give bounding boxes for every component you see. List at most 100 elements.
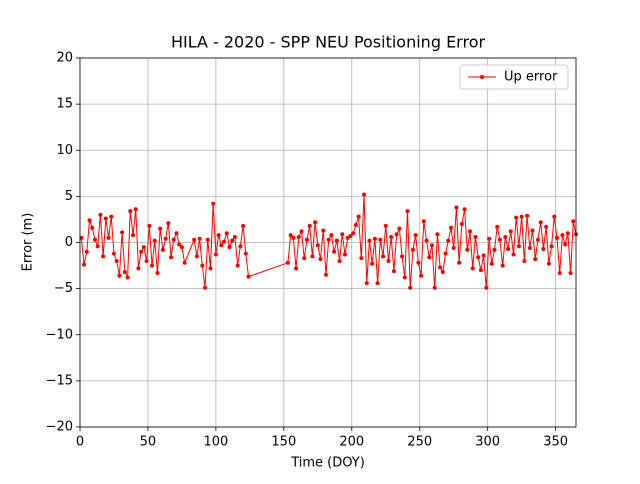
data-point: [211, 201, 216, 206]
data-point: [389, 234, 394, 239]
data-point: [571, 219, 576, 224]
data-point: [238, 244, 243, 249]
data-point: [179, 245, 184, 250]
data-point: [299, 229, 304, 234]
data-point: [514, 215, 519, 220]
data-point: [535, 237, 540, 242]
data-point: [227, 245, 232, 250]
chart-title: HILA - 2020 - SPP NEU Positioning Error: [171, 33, 486, 52]
y-tick-label: 5: [65, 189, 73, 204]
data-point: [163, 236, 168, 241]
data-point: [410, 247, 415, 252]
data-point: [174, 231, 179, 236]
data-point: [307, 223, 312, 228]
data-point: [332, 249, 337, 254]
data-point: [468, 229, 473, 234]
data-point: [462, 207, 467, 212]
y-tick-label: −20: [46, 420, 73, 435]
data-point: [122, 270, 127, 275]
data-point: [155, 270, 160, 275]
data-point: [440, 270, 445, 275]
data-point: [473, 234, 478, 239]
data-point: [446, 238, 451, 243]
x-tick-label: 200: [339, 435, 364, 450]
legend-label: Up error: [504, 70, 558, 85]
data-point: [84, 249, 89, 254]
y-tick-label: 10: [56, 143, 73, 158]
data-point: [481, 253, 486, 258]
data-point: [285, 260, 290, 265]
data-point: [203, 285, 208, 290]
data-point: [128, 209, 133, 214]
data-point: [506, 246, 511, 251]
x-tick-label: 50: [140, 435, 157, 450]
data-point: [362, 192, 367, 197]
data-point: [197, 236, 202, 241]
legend-box: [459, 64, 569, 90]
data-point: [111, 251, 116, 256]
data-point: [241, 223, 246, 228]
data-point: [342, 252, 347, 257]
data-point: [554, 235, 559, 240]
data-point: [117, 273, 122, 278]
data-point: [310, 254, 315, 259]
data-point: [213, 252, 218, 257]
data-point: [568, 270, 573, 275]
data-point: [413, 233, 418, 238]
data-point: [291, 235, 296, 240]
data-point: [391, 269, 396, 274]
data-point: [519, 214, 524, 219]
data-point: [356, 214, 361, 219]
data-point: [438, 265, 443, 270]
data-point: [323, 272, 328, 277]
data-point: [205, 237, 210, 242]
data-point: [454, 205, 459, 210]
data-point: [563, 242, 568, 247]
y-tick-label: −10: [46, 327, 73, 342]
data-point: [114, 258, 119, 263]
data-point: [565, 231, 570, 236]
data-point: [370, 261, 375, 266]
data-point: [364, 281, 369, 286]
data-point: [98, 212, 103, 217]
data-point: [139, 249, 144, 254]
data-point: [394, 232, 399, 237]
data-point: [200, 263, 205, 268]
x-tick-label: 150: [271, 435, 296, 450]
data-point: [560, 233, 565, 238]
data-point: [296, 234, 301, 239]
data-point: [101, 254, 106, 259]
data-point: [232, 234, 237, 239]
data-point: [435, 232, 440, 237]
data-point: [141, 245, 146, 250]
data-point: [133, 207, 138, 212]
data-point: [87, 218, 92, 223]
y-axis-label: Error (m): [21, 213, 36, 272]
data-point: [194, 254, 199, 259]
data-point: [219, 243, 224, 248]
data-point: [552, 214, 557, 219]
data-point: [381, 254, 386, 259]
data-point: [489, 261, 494, 266]
data-point: [546, 261, 551, 266]
data-point: [160, 247, 165, 252]
data-point: [429, 243, 434, 248]
data-point: [432, 285, 437, 290]
data-point: [95, 244, 100, 249]
data-point: [243, 251, 248, 256]
data-point: [478, 268, 483, 273]
x-tick-label: 250: [407, 435, 432, 450]
data-point: [318, 257, 323, 262]
data-point: [525, 213, 530, 218]
data-point: [92, 237, 97, 242]
data-point: [508, 229, 513, 234]
data-point: [169, 255, 174, 260]
data-point: [500, 263, 505, 268]
data-point: [208, 266, 213, 271]
data-point: [544, 224, 549, 229]
x-tick-label: 100: [203, 435, 228, 450]
data-point: [152, 238, 157, 243]
data-point: [378, 237, 383, 242]
data-point: [192, 237, 197, 242]
plot-frame: [79, 57, 577, 428]
